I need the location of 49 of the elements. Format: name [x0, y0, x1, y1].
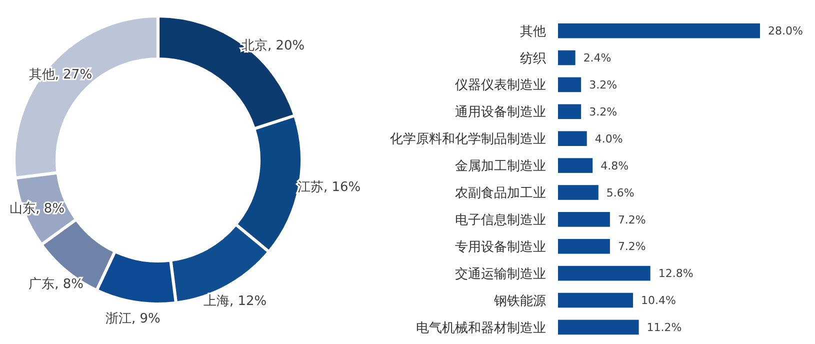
slice-label: 其他 — [28, 68, 55, 83]
y-tick-label: 通用设备制造业 — [455, 105, 546, 120]
slice-label: 浙江 — [106, 312, 132, 327]
y-tick-label: 仪器仪表制造业 — [455, 78, 546, 94]
y-tick-label: 交通运输制造业 — [455, 266, 546, 282]
data-label: 7.2% — [618, 213, 646, 226]
data-label: , 12% — [229, 294, 267, 309]
y-tick-label: 电气机械和器材制造业 — [416, 320, 546, 336]
slice-label: 上海 — [203, 294, 230, 309]
y-tick-label: 农副食品加工业 — [455, 186, 546, 202]
data-label: , 20% — [267, 38, 305, 54]
data-label: , 8% — [54, 276, 84, 292]
data-label: , 9% — [132, 312, 160, 327]
data-label: 4.0% — [594, 132, 623, 146]
slice-label: 北京 — [241, 38, 268, 54]
data-label: 4.8% — [600, 159, 629, 172]
y-tick-label: 钢铁能源 — [493, 294, 546, 309]
bar — [558, 238, 610, 254]
data-label: 7.2% — [618, 240, 646, 254]
bar — [558, 292, 634, 308]
y-tick-label: 纺织 — [520, 51, 546, 66]
data-label: , 8% — [36, 201, 65, 216]
bar — [558, 104, 582, 120]
bar — [558, 185, 598, 200]
bar — [558, 266, 650, 281]
bar — [558, 158, 593, 173]
y-tick-label: 电子信息制造业 — [455, 212, 546, 228]
data-label: 2.4% — [583, 52, 612, 65]
slice-label: 广东 — [28, 276, 55, 292]
bar — [558, 50, 576, 66]
y-tick-label: 其他 — [520, 24, 546, 40]
data-label: , 16% — [323, 180, 361, 196]
data-label: 3.2% — [589, 78, 618, 92]
y-tick-label: 专用设备制造业 — [455, 240, 546, 255]
data-label: 11.2% — [646, 321, 682, 334]
data-label: 3.2% — [589, 105, 618, 118]
bar — [558, 320, 639, 335]
y-tick-label: 化学原料和化学制品制造业 — [390, 132, 546, 148]
data-label: 12.8% — [658, 267, 694, 280]
bar — [558, 77, 582, 92]
y-tick-label: 金属加工制造业 — [455, 159, 546, 174]
data-label: 28.0% — [768, 24, 803, 38]
data-label: , 27% — [54, 68, 92, 83]
slice-label: 江苏 — [297, 180, 324, 196]
data-label: 10.4% — [641, 294, 676, 308]
bar — [558, 23, 760, 38]
bar — [558, 131, 587, 146]
data-label: 5.6% — [606, 186, 634, 200]
bar — [558, 212, 610, 227]
